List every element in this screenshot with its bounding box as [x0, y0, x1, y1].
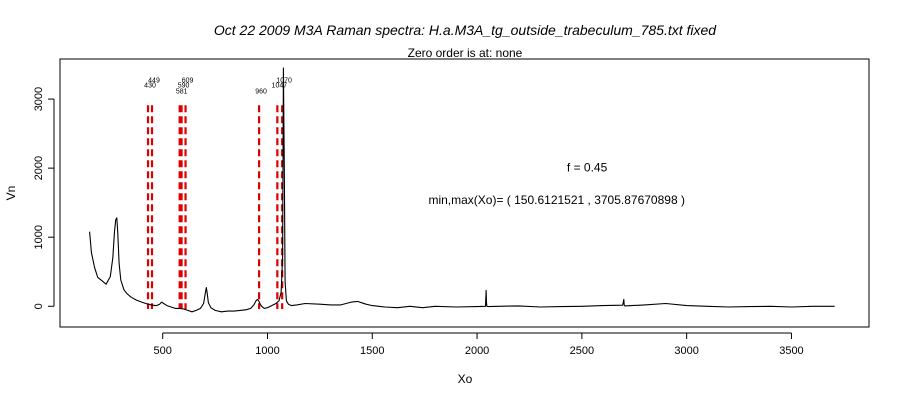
peak-marker-label: 590 [178, 83, 190, 90]
spectrum-line [89, 67, 835, 313]
plot-frame [59, 58, 870, 328]
x-tick-label: 3000 [674, 345, 698, 357]
y-axis-label: Vn [4, 186, 18, 201]
y-tick-label: 0 [33, 303, 45, 309]
x-tick-label: 1000 [255, 345, 279, 357]
peak-marker-label: 609 [182, 77, 194, 84]
y-tick-label: 3000 [33, 87, 45, 111]
y-tick-label: 1000 [33, 225, 45, 249]
x-tick-label: 1500 [360, 345, 384, 357]
x-tick-label: 2000 [465, 345, 489, 357]
peak-marker-label: 449 [148, 77, 160, 84]
series-layer [89, 67, 835, 313]
chart-title: Oct 22 2009 M3A Raman spectra: H.a.M3A_t… [214, 22, 717, 38]
chart-annotation: f = 0.45 [567, 161, 608, 175]
chart-subtitle: Zero order is at: none [408, 46, 523, 60]
x-axis: 500 1000 1500 2000 2500 3000 3500 [154, 332, 804, 357]
x-axis-label: Xo [458, 372, 473, 386]
chart-annotation: min,max(Xo)= ( 150.6121521 , 3705.876708… [428, 193, 685, 207]
x-tick-label: 2500 [570, 345, 594, 357]
peak-marker-label: 430 [144, 83, 156, 90]
x-tick-label: 500 [154, 345, 172, 357]
peak-marker-label: 581 [176, 89, 188, 96]
peak-marker-label: 1070 [276, 77, 292, 84]
peak-marker-label: 1047 [272, 83, 288, 90]
peak-marker-label: 960 [255, 89, 267, 96]
annotations: f = 0.45 min,max(Xo)= ( 150.6121521 , 370… [428, 161, 685, 207]
y-axis: 0 1000 2000 3000 [33, 87, 55, 309]
y-tick-label: 2000 [33, 156, 45, 180]
x-tick-label: 3500 [779, 345, 803, 357]
